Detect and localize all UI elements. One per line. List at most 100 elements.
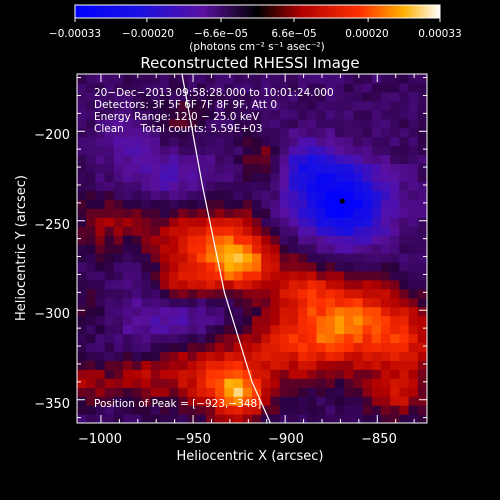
heatmap-cell: [380, 342, 391, 353]
heatmap-cell: [159, 217, 170, 227]
heatmap-cell: [344, 342, 354, 353]
heatmap-cell: [77, 351, 87, 361]
heatmap-cell: [316, 342, 327, 353]
heatmap-cell: [215, 351, 225, 361]
heatmap-cell: [316, 297, 327, 308]
heatmap-cell: [408, 342, 419, 353]
heatmap-cell: [233, 261, 244, 272]
heatmap-cell: [77, 217, 87, 227]
heatmap-cell: [380, 190, 391, 200]
heatmap-cell: [261, 405, 272, 415]
heatmap-cell: [344, 288, 354, 299]
heatmap-cell: [113, 226, 124, 236]
heatmap-cell: [95, 414, 106, 423]
heatmap-cell: [132, 154, 143, 165]
heatmap-cell: [399, 324, 410, 335]
heatmap-cell: [399, 163, 410, 174]
heatmap-cell: [399, 414, 410, 423]
heatmap-cell: [417, 100, 427, 111]
heatmap-cell: [344, 414, 354, 423]
heatmap-cell: [344, 217, 354, 227]
heatmap-cell: [353, 109, 364, 120]
heatmap-cell: [325, 172, 336, 182]
heatmap-cell: [390, 244, 400, 254]
heatmap-cell: [288, 199, 299, 209]
heatmap-cell: [150, 91, 161, 102]
heatmap-cell: [353, 118, 364, 129]
heatmap-cell: [390, 297, 400, 308]
heatmap-cell: [169, 360, 179, 370]
heatmap-cell: [159, 82, 170, 93]
x-tick-label-2: −900: [268, 432, 304, 447]
heatmap-cell: [362, 297, 373, 308]
heatmap-cell: [77, 127, 87, 138]
heatmap-cell: [344, 261, 354, 272]
heatmap-cell: [344, 136, 354, 147]
heatmap-cell: [334, 163, 345, 174]
heatmap-cell: [233, 306, 244, 317]
heatmap-cell: [298, 405, 308, 415]
heatmap-cell: [371, 306, 382, 317]
heatmap-cell: [316, 145, 327, 156]
heatmap-cell: [334, 270, 345, 281]
heatmap-cell: [270, 208, 281, 218]
heatmap-cell: [141, 378, 152, 388]
heatmap-cell: [77, 100, 87, 111]
heatmap-cell: [390, 118, 400, 129]
heatmap-cell: [169, 136, 179, 147]
heatmap-cell: [288, 100, 299, 111]
heatmap-cell: [233, 190, 244, 200]
heatmap-cell: [252, 414, 262, 423]
colorbar-tick-label-0: −0.00033: [49, 28, 101, 40]
heatmap-cell: [371, 288, 382, 299]
heatmap-cell: [380, 369, 391, 379]
heatmap-cell: [123, 297, 133, 308]
heatmap-cell: [113, 306, 124, 317]
heatmap-cell: [270, 199, 281, 209]
heatmap-cell: [242, 226, 253, 236]
y-tick-label-0: −200: [34, 128, 70, 143]
heatmap-cell: [261, 342, 272, 353]
heatmap-cell: [132, 342, 143, 353]
heatmap-cell: [233, 270, 244, 281]
heatmap-cell: [123, 261, 133, 272]
heatmap-cell: [104, 136, 115, 147]
heatmap-cell: [178, 297, 189, 308]
heatmap-cell: [132, 387, 143, 397]
heatmap-cell: [307, 82, 318, 93]
heatmap-cell: [224, 118, 235, 129]
heatmap-cell: [390, 414, 400, 423]
heatmap-cell: [113, 369, 124, 379]
heatmap-cell: [104, 91, 115, 102]
heatmap-cell: [371, 136, 382, 147]
heatmap-cell: [205, 217, 216, 227]
heatmap-cell: [77, 74, 87, 84]
heatmap-cell: [279, 145, 290, 156]
heatmap-cell: [141, 252, 152, 263]
heatmap-cell: [399, 199, 410, 209]
heatmap-cell: [242, 378, 253, 388]
colorbar-units-label: (photons cm⁻² s⁻¹ asec⁻²): [189, 41, 324, 53]
heatmap-cell: [104, 306, 115, 317]
heatmap-cell: [344, 181, 354, 191]
heatmap-cell: [261, 208, 272, 218]
heatmap-cell: [95, 324, 106, 335]
heatmap-cell: [307, 360, 318, 370]
heatmap-cell: [123, 172, 133, 182]
heatmap-cell: [270, 369, 281, 379]
heatmap-cell: [371, 324, 382, 335]
heatmap-cell: [353, 315, 364, 326]
heatmap-cell: [252, 109, 262, 120]
heatmap-cell: [261, 235, 272, 245]
heatmap-cell: [150, 387, 161, 397]
heatmap-cell: [215, 235, 225, 245]
heatmap-cell: [178, 244, 189, 254]
heatmap-cell: [279, 163, 290, 174]
heatmap-cell: [196, 270, 207, 281]
heatmap-cell: [316, 288, 327, 299]
heatmap-cell: [353, 360, 364, 370]
heatmap-cell: [390, 387, 400, 397]
heatmap-cell: [279, 190, 290, 200]
heatmap-cell: [279, 235, 290, 245]
heatmap-cell: [178, 279, 189, 290]
